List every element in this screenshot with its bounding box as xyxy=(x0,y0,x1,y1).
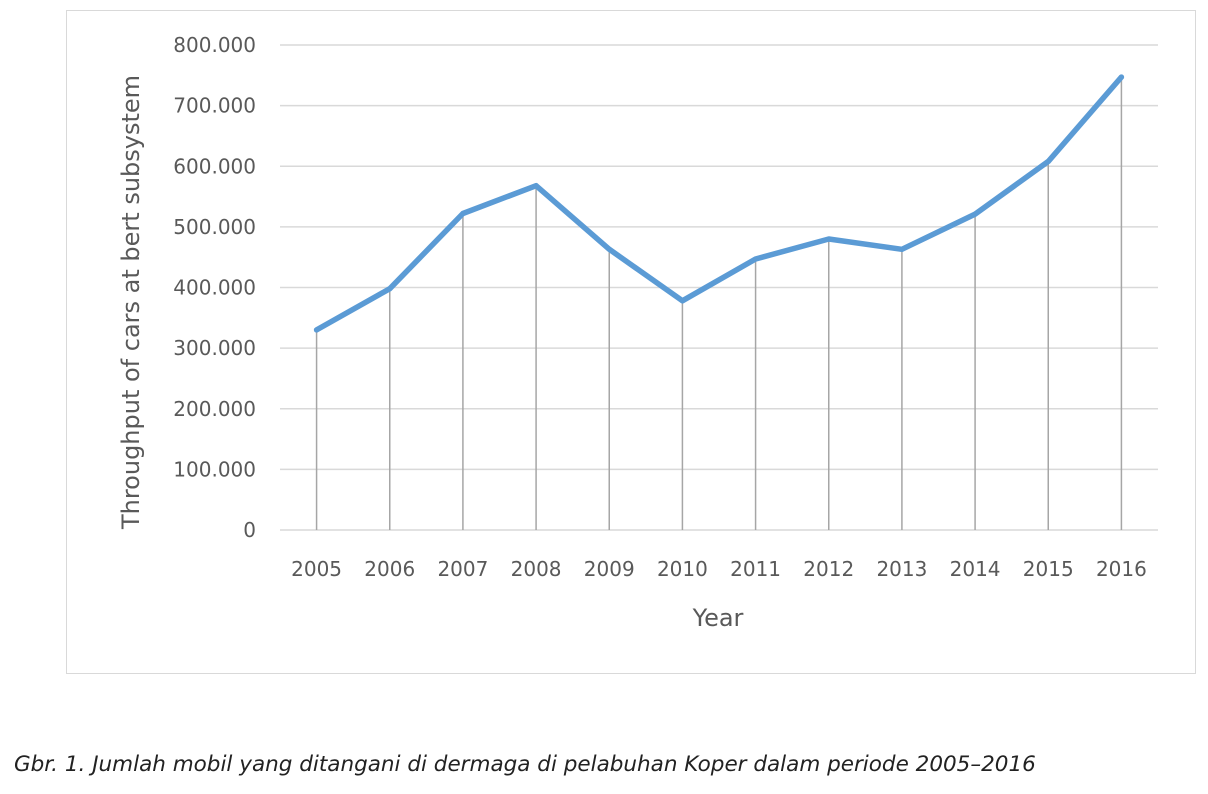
data-point xyxy=(387,286,393,292)
y-tick-label: 600.000 xyxy=(173,154,256,178)
y-tick-label: 800.000 xyxy=(173,33,256,57)
y-tick-label: 700.000 xyxy=(173,94,256,118)
y-tick-label: 500.000 xyxy=(173,215,256,239)
y-axis-title: Throughput of cars at bert subsystem xyxy=(117,75,145,530)
y-tick-labels: 0 100.000 200.000 300.000 400.000 500.000 600.… xyxy=(173,33,256,542)
gridlines xyxy=(280,44,1158,531)
x-tick-label: 2008 xyxy=(511,557,562,581)
data-point xyxy=(899,246,905,252)
x-tick-label: 2012 xyxy=(803,557,854,581)
x-tick-label: 2009 xyxy=(584,557,635,581)
data-point xyxy=(533,183,539,189)
x-tick-label: 2010 xyxy=(657,557,708,581)
data-point xyxy=(606,246,612,252)
figure-caption: Gbr. 1. Jumlah mobil yang ditangani di d… xyxy=(14,752,1036,777)
x-tick-label: 2016 xyxy=(1096,557,1147,581)
y-tick-label: 200.000 xyxy=(173,397,256,421)
x-tick-label: 2005 xyxy=(291,557,342,581)
y-tick-label: 300.000 xyxy=(173,336,256,360)
data-point xyxy=(753,256,759,262)
x-axis-title: Year xyxy=(692,604,744,632)
x-tick-label: 2007 xyxy=(437,557,488,581)
data-point xyxy=(826,236,832,242)
y-tick-label: 100.000 xyxy=(173,457,256,481)
x-tick-label: 2011 xyxy=(730,557,781,581)
chart-frame xyxy=(66,10,1196,674)
y-tick-label: 400.000 xyxy=(173,276,256,300)
data-point xyxy=(460,211,466,217)
x-tick-labels: 2005 2006 2007 2008 2009 2010 2011 2012 2013 2014… xyxy=(291,557,1147,581)
x-tick-label: 2006 xyxy=(364,557,415,581)
line-chart: 0 100.000 200.000 300.000 400.000 500.000 600.… xyxy=(117,33,1158,632)
series-layer xyxy=(313,74,1125,333)
x-tick-label: 2015 xyxy=(1023,557,1074,581)
data-point xyxy=(1045,158,1051,164)
drop-lines xyxy=(315,77,1123,530)
y-tick-label: 0 xyxy=(243,518,256,542)
data-point xyxy=(1118,74,1124,80)
data-point xyxy=(972,211,978,217)
data-point xyxy=(314,327,320,333)
x-tick-label: 2013 xyxy=(876,557,927,581)
series-line xyxy=(313,74,1125,333)
x-tick-label: 2014 xyxy=(950,557,1001,581)
data-point xyxy=(679,298,685,304)
